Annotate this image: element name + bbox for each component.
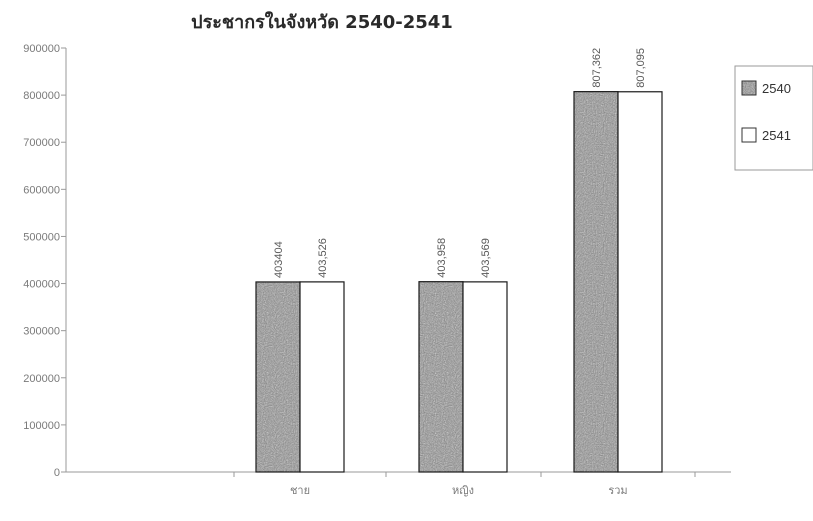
legend-label-2541: 2541	[762, 128, 791, 143]
bar-2541-2	[617, 91, 663, 473]
y-tick-label: 300000	[23, 326, 60, 338]
y-tick-label: 0	[54, 467, 60, 479]
data-label: 403,526	[317, 238, 329, 278]
bar-2541-0	[299, 281, 345, 473]
bar-2540-0	[255, 281, 301, 473]
y-tick-label: 400000	[23, 279, 60, 291]
x-category-label: หญิง	[452, 484, 474, 497]
legend-swatch-2541	[741, 127, 757, 143]
x-category-label: รวม	[608, 484, 627, 497]
legend-label-2540: 2540	[762, 81, 791, 96]
data-label: 403,569	[480, 238, 492, 278]
chart-title: ประชากรในจังหวัด 2540-2541	[191, 11, 453, 33]
bar-2541-1	[462, 281, 508, 473]
y-tick-label: 700000	[23, 137, 60, 149]
data-label: 403,958	[436, 238, 448, 278]
data-label: 807,362	[591, 48, 603, 88]
y-tick-label: 900000	[23, 43, 60, 55]
data-label: 807,095	[635, 48, 647, 88]
y-tick-label: 200000	[23, 373, 60, 385]
y-tick-label: 100000	[23, 420, 60, 432]
bar-2540-1	[418, 281, 464, 473]
bar-group	[255, 91, 663, 473]
x-axis: ชาย หญิง รวม	[66, 471, 731, 497]
x-category-label: ชาย	[290, 484, 310, 497]
data-label: 403404	[273, 241, 285, 278]
bar-2540-2	[573, 91, 619, 473]
legend: 2540 2541	[734, 65, 813, 171]
legend-swatch-2540	[741, 80, 757, 96]
y-tick-label: 800000	[23, 90, 60, 102]
y-axis: 0 100000 200000 300000 400000 500000 600000 700…	[23, 43, 67, 479]
y-tick-label: 600000	[23, 184, 60, 196]
data-label-group: 403404 403,526 403,958 403,569 807,362 807,09…	[273, 48, 647, 278]
y-tick-label: 500000	[23, 231, 60, 243]
